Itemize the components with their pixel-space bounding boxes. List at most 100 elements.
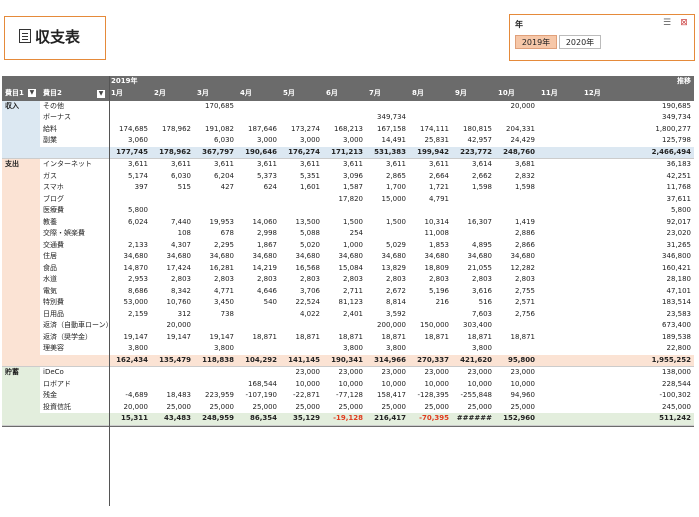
- table-row: ボーナス 349,734 349,734: [2, 112, 694, 124]
- value-cell: 34,680: [252, 252, 278, 260]
- value-cell: 3,096: [342, 171, 363, 180]
- filter-dropdown-icon[interactable]: ▼: [27, 89, 36, 98]
- value-cell: [280, 343, 323, 355]
- value-cell: [108, 228, 151, 240]
- value-cell: 191,082: [205, 124, 234, 133]
- month-header: 10月: [495, 87, 538, 101]
- value-cell: [581, 263, 624, 275]
- value-cell: 81,123: [338, 298, 364, 306]
- item-label: 食品: [43, 263, 57, 272]
- row-total-cell: 138,000: [662, 368, 691, 376]
- value-cell: 515: [177, 183, 191, 191]
- row-total-cell: 160,421: [662, 263, 691, 272]
- value-cell: 3,450: [213, 298, 234, 306]
- value-cell: 397: [134, 183, 148, 191]
- value-cell: 2,755: [514, 286, 535, 295]
- table-row: 残金 -4,689 18,483 223,959 -107,190 -22,871 -77,…: [2, 390, 694, 402]
- multi-select-icon[interactable]: ☰: [662, 18, 672, 28]
- value-cell: 1,721: [428, 183, 449, 191]
- table-row: 交際・娯楽費 108 678 2,998 5,088 254 11,008 2,886 23,0…: [2, 228, 694, 240]
- value-cell: 3,800: [471, 344, 492, 352]
- value-cell: 2,803: [428, 275, 449, 283]
- value-cell: [323, 112, 366, 124]
- value-cell: 16,281: [209, 263, 235, 272]
- value-cell: 8,342: [170, 286, 191, 295]
- category-cell: [2, 262, 40, 274]
- value-cell: [538, 320, 581, 332]
- table-row: 給料 174,685 178,962 191,082 187,646 173,274 168…: [2, 123, 694, 136]
- value-cell: [538, 205, 581, 217]
- subtotal-cell: -70,395: [409, 413, 452, 426]
- value-cell: 174,111: [420, 124, 449, 133]
- value-cell: 3,611: [127, 160, 148, 168]
- value-cell: 34,680: [381, 252, 407, 260]
- value-cell: [194, 367, 237, 379]
- row-total-cell: 189,538: [662, 332, 691, 341]
- table-row: 収入 その他 170,685 20,000 190,685: [2, 100, 694, 113]
- item-label: 住居: [43, 252, 57, 260]
- value-cell: [151, 379, 194, 391]
- slicer-item-2019[interactable]: 2019年: [515, 35, 557, 49]
- value-cell: [538, 332, 581, 344]
- value-cell: [237, 205, 280, 217]
- item-label: 水道: [43, 275, 57, 283]
- value-cell: 53,000: [123, 298, 149, 306]
- value-cell: 150,000: [420, 321, 449, 329]
- value-cell: -4,689: [125, 391, 148, 399]
- value-cell: 25,000: [510, 402, 536, 411]
- item-label: 交際・娯楽費: [43, 229, 85, 237]
- value-cell: [538, 101, 581, 113]
- year-slicer[interactable]: 年 ☰ ⊠ 2019年 2020年: [509, 14, 695, 61]
- slicer-item-2020[interactable]: 2020年: [559, 35, 601, 49]
- category-cell: [2, 331, 40, 343]
- value-cell: [237, 101, 280, 113]
- value-cell: 2,832: [514, 171, 535, 180]
- value-cell: 3,060: [127, 136, 148, 144]
- subtotal-cell: [581, 354, 624, 367]
- value-cell: 34,680: [510, 252, 536, 260]
- value-cell: 2,886: [514, 229, 535, 237]
- value-cell: [280, 112, 323, 124]
- table-row: 貯蓄 iDeCo 23,000 23,000 23,000 23,000 23,000 23,…: [2, 366, 694, 379]
- value-cell: 11,008: [424, 229, 450, 237]
- value-cell: 10,000: [295, 379, 321, 388]
- value-cell: [581, 367, 624, 379]
- value-cell: [581, 217, 624, 229]
- value-cell: [538, 124, 581, 136]
- value-cell: [581, 182, 624, 194]
- table-row: ロボアド 168,544 10,000 10,000 10,000 10,000 10,00…: [2, 378, 694, 391]
- month-header: 3月: [194, 87, 237, 101]
- value-cell: 25,000: [424, 402, 450, 411]
- value-cell: 3,611: [299, 160, 320, 168]
- value-cell: [538, 182, 581, 194]
- category-cell: [2, 274, 40, 286]
- value-cell: 1,700: [385, 183, 406, 191]
- value-cell: 427: [220, 183, 234, 191]
- value-cell: 8,686: [127, 286, 148, 295]
- value-cell: 18,871: [295, 332, 321, 341]
- value-cell: [495, 112, 538, 124]
- item-label: iDeCo: [43, 368, 64, 376]
- clear-filter-icon[interactable]: ⊠: [680, 18, 688, 28]
- subtotal-cell: 314,966: [366, 354, 409, 367]
- value-cell: 24,429: [510, 136, 536, 144]
- value-cell: [538, 228, 581, 240]
- value-cell: 1,601: [299, 183, 320, 191]
- value-cell: 3,681: [514, 160, 535, 168]
- value-cell: [194, 379, 237, 391]
- field1-header[interactable]: 費目1 ▼: [2, 87, 40, 101]
- row-total-cell: 183,514: [662, 298, 691, 306]
- filter-dropdown-icon[interactable]: ▼: [97, 90, 105, 99]
- value-cell: [538, 309, 581, 321]
- value-cell: -22,871: [292, 391, 320, 399]
- value-cell: 13,829: [381, 263, 407, 272]
- value-cell: 17,820: [338, 194, 364, 203]
- field2-header[interactable]: 費目2 ▼: [40, 87, 108, 101]
- category-cell: [2, 239, 40, 251]
- value-cell: 19,953: [209, 217, 235, 226]
- value-cell: 18,809: [424, 263, 450, 272]
- value-cell: [452, 228, 495, 240]
- slicer-header: 年: [515, 20, 523, 29]
- value-cell: 3,000: [256, 136, 277, 144]
- value-cell: [452, 112, 495, 124]
